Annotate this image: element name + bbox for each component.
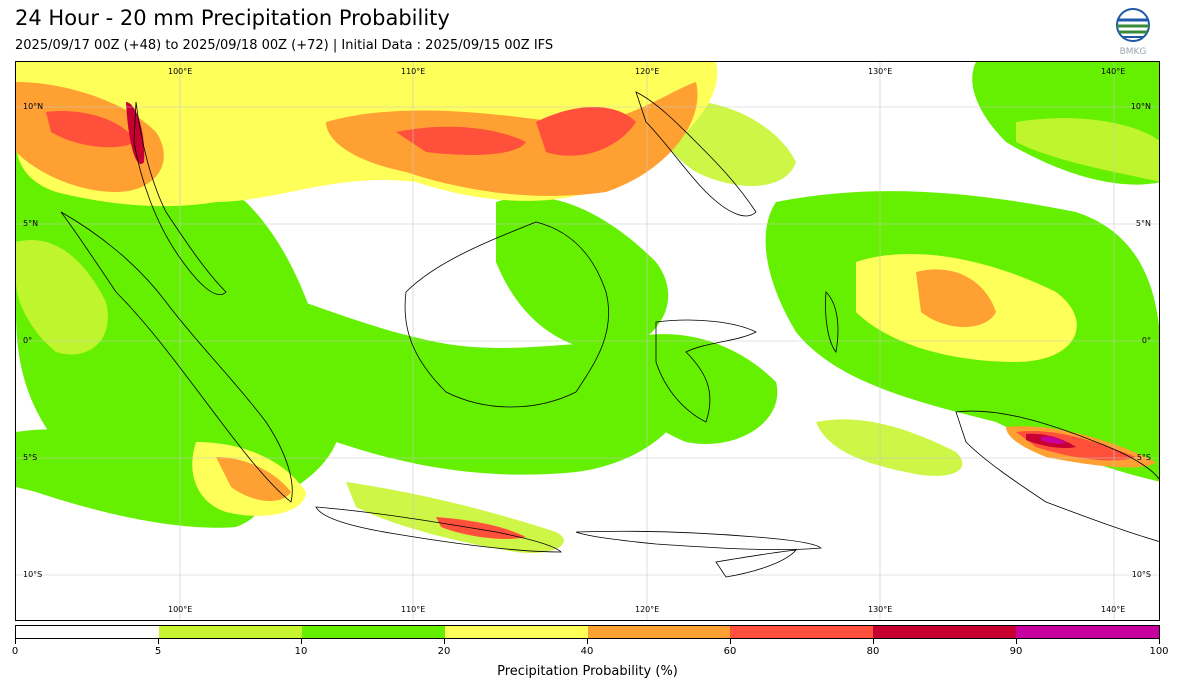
lat-label-right: 5°N (1135, 219, 1151, 228)
colorbar-tick-label: 5 (154, 646, 162, 657)
colorbar-tick (15, 639, 16, 644)
colorbar-tick (301, 639, 302, 644)
colorbar-segment (1016, 626, 1159, 638)
colorbar-tick (730, 639, 731, 644)
coastlines (60, 91, 1159, 578)
colorbar-segment (730, 626, 874, 638)
colorbar-tick-label: 10 (294, 646, 308, 657)
logo-text: BMKG (1120, 47, 1147, 56)
lat-label-right: 0° (1141, 336, 1151, 345)
colorbar-tick (587, 639, 588, 644)
lat-label-right: 10°N (1130, 102, 1151, 111)
java-coast (315, 506, 562, 553)
colorbar-segment (16, 626, 159, 638)
map-canvas (16, 62, 1159, 620)
colorbar-tick (873, 639, 874, 644)
colorbar-tick-label: 0 (11, 646, 19, 657)
lon-label-bottom: 140°E (1101, 605, 1126, 614)
lon-label-bottom: 130°E (868, 605, 893, 614)
nusa-tenggara-coast (575, 530, 823, 551)
lat-label-right: 10°S (1131, 570, 1151, 579)
colorbar-tick-label: 60 (723, 646, 737, 657)
colorbar (15, 625, 1160, 639)
lon-label-top: 120°E (635, 67, 660, 76)
lat-label-left: 10°N (23, 102, 44, 111)
lon-label-top: 130°E (868, 67, 893, 76)
lon-label-top: 110°E (401, 67, 426, 76)
sulawesi-coast (655, 319, 757, 423)
colorbar-tick (1159, 639, 1160, 644)
colorbar-tick-label: 20 (437, 646, 451, 657)
colorbar-segment (301, 626, 445, 638)
precip-field-10-20 (16, 62, 1159, 528)
malay-peninsula-coast (133, 101, 227, 295)
lon-label-top: 140°E (1101, 67, 1126, 76)
precip-field-90-100 (1041, 436, 1066, 444)
bmkg-logo: BMKG (1113, 8, 1153, 57)
lon-label-bottom: 120°E (635, 605, 660, 614)
lon-label-top: 100°E (168, 67, 193, 76)
timor-coast (715, 549, 797, 578)
colorbar-tick-label: 100 (1149, 646, 1169, 657)
borneo-coast (404, 221, 610, 408)
lat-label-left: 5°S (23, 453, 38, 462)
map-gridlines (16, 62, 1159, 620)
map-title: 24 Hour - 20 mm Precipitation Probabilit… (15, 6, 450, 30)
new-guinea-coast (955, 410, 1159, 542)
map-subtitle: 2025/09/17 00Z (+48) to 2025/09/18 00Z (… (15, 38, 554, 53)
lat-label-left: 5°N (23, 219, 39, 228)
lat-label-left: 0° (23, 336, 33, 345)
precipitation-map: 100°E 110°E 120°E 130°E 140°E 100°E 110°… (15, 61, 1160, 621)
colorbar-tick-label: 90 (1009, 646, 1023, 657)
colorbar-segment (587, 626, 731, 638)
lon-label-bottom: 100°E (168, 605, 193, 614)
colorbar-segment (873, 626, 1017, 638)
colorbar-segment (158, 626, 302, 638)
sumatra-coast (60, 211, 293, 503)
colorbar-tick-label: 40 (580, 646, 594, 657)
colorbar-label: Precipitation Probability (%) (497, 664, 678, 679)
colorbar-tick (444, 639, 445, 644)
colorbar-tick (158, 639, 159, 644)
lon-label-bottom: 110°E (401, 605, 426, 614)
colorbar-tick-label: 80 (866, 646, 880, 657)
philippines-coast (635, 91, 757, 217)
halmahera-coast (825, 291, 839, 353)
lat-label-right: 5°S (1136, 453, 1151, 462)
colorbar-segment (444, 626, 588, 638)
lat-label-left: 10°S (23, 570, 43, 579)
colorbar-tick (1016, 639, 1017, 644)
